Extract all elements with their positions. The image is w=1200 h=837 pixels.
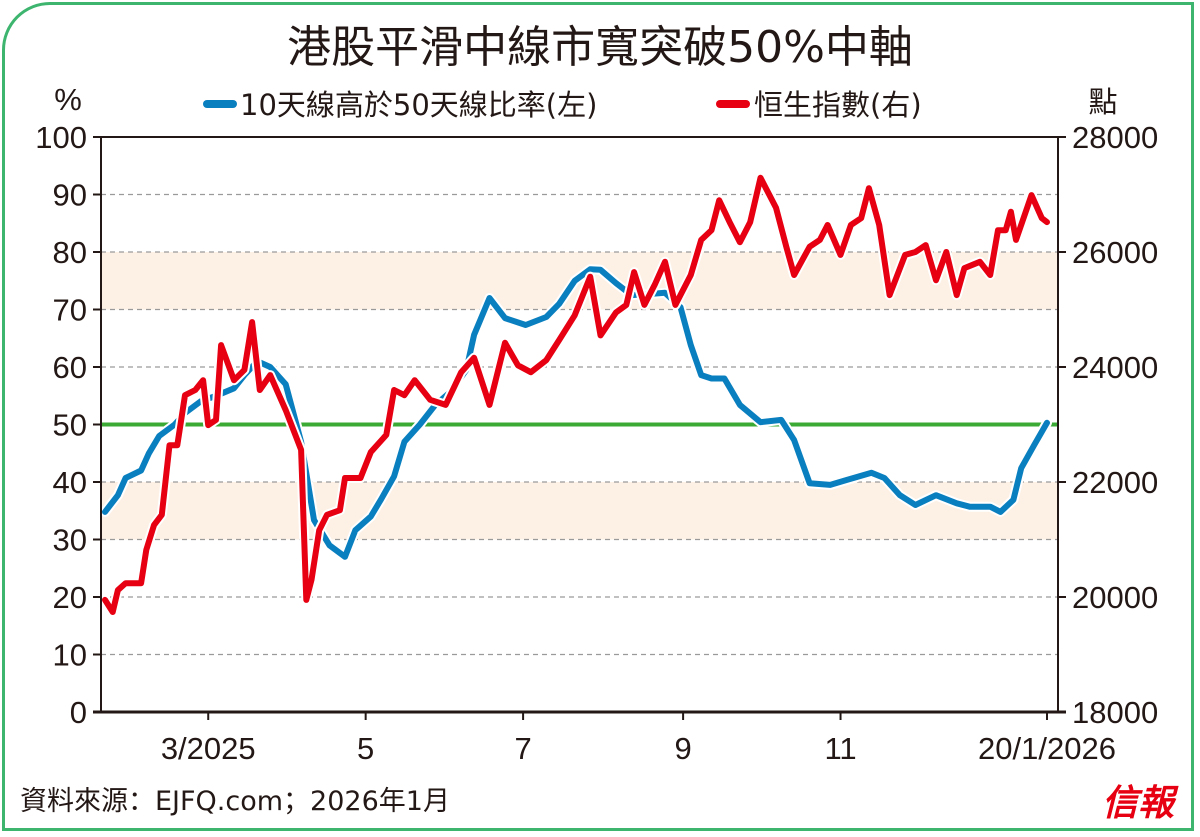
legend-label-hsi: 恒生指數(右) xyxy=(754,88,922,122)
x-tick-label: 9 xyxy=(674,731,691,766)
left-tick-label: 90 xyxy=(53,178,87,213)
left-tick-label: 20 xyxy=(53,580,87,615)
series-lines xyxy=(100,172,1052,617)
x-tick-label: 5 xyxy=(357,731,374,766)
right-tick-label: 28000 xyxy=(1072,120,1158,155)
left-tick-label: 10 xyxy=(53,638,87,673)
source-note: 資料來源：EJFQ.com；2026年1月 xyxy=(20,786,450,817)
left-tick-label: 80 xyxy=(53,235,87,270)
hkej-logo: 信報 xyxy=(1102,782,1179,824)
series-line-hsi xyxy=(102,174,1050,615)
left-tick-label: 30 xyxy=(53,523,87,558)
x-tick-label: 11 xyxy=(824,731,856,766)
legend: 10天線高於50天線比率(左) 恒生指數(右) xyxy=(203,88,922,122)
left-tick-label: 70 xyxy=(53,293,87,328)
axes: 0 10 20 30 40 50 60 70 80 90 100 18000 20000 22000 240… xyxy=(35,120,1158,766)
right-tick-label: 20000 xyxy=(1072,580,1158,615)
left-tick-label: 50 xyxy=(53,408,87,443)
series-halo xyxy=(100,172,1052,617)
left-tick-label: 0 xyxy=(70,695,87,730)
shaded-band xyxy=(101,482,1058,540)
x-tick-label: 7 xyxy=(514,731,531,766)
left-tick-label: 100 xyxy=(35,120,87,155)
x-tick-label: 3/2025 xyxy=(161,731,256,766)
legend-label-ratio: 10天線高於50天線比率(左) xyxy=(240,88,597,122)
right-tick-label: 18000 xyxy=(1072,695,1158,730)
chart-title: 港股平滑中線市寬突破50%中軸 xyxy=(287,22,913,73)
x-tick-label: 20/1/2026 xyxy=(978,731,1116,766)
left-axis-label: % xyxy=(54,82,82,117)
right-tick-label: 24000 xyxy=(1072,350,1158,385)
left-tick-label: 40 xyxy=(53,465,87,500)
right-axis-label: 點 xyxy=(1088,85,1117,119)
right-tick-label: 22000 xyxy=(1072,465,1158,500)
left-tick-label: 60 xyxy=(53,350,87,385)
right-tick-label: 26000 xyxy=(1072,235,1158,270)
